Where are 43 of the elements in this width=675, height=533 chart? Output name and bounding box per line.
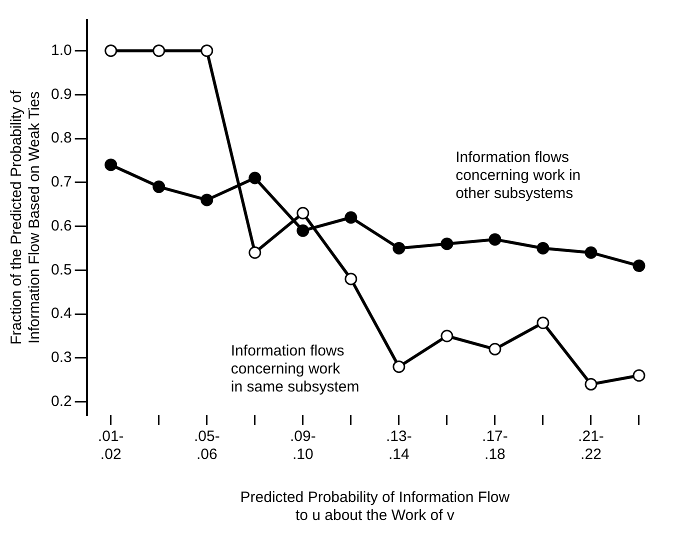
point — [632, 260, 646, 272]
x-tick-label: .09- .10 — [290, 428, 316, 464]
y-tick-label: 0.7 — [50, 174, 72, 191]
x-tick-label: .05- .06 — [194, 428, 220, 464]
point — [344, 272, 358, 286]
point — [344, 211, 358, 224]
x-tick-label: .21- .22 — [578, 428, 604, 464]
point — [536, 242, 550, 254]
point — [152, 44, 166, 57]
point — [584, 378, 598, 391]
point — [104, 158, 118, 172]
point — [584, 246, 598, 259]
x-tick-label: .01- .02 — [98, 428, 124, 464]
point — [392, 360, 406, 373]
point — [440, 330, 454, 342]
y-tick-label: 1.0 — [50, 42, 72, 59]
y-tick-label: 0.2 — [50, 392, 72, 410]
x-tick-label: .13- .14 — [386, 428, 412, 464]
text: Information flows concerning work in other subsystems — [456, 148, 581, 202]
x-axis-title: Predicted Probability of Information Flow to u about the Work of v — [240, 489, 510, 524]
point — [104, 44, 118, 57]
point — [296, 224, 310, 237]
point — [296, 206, 310, 220]
y-tick-label: 0.3 — [50, 349, 72, 366]
x-tick-label: .17- .18 — [482, 428, 508, 464]
point — [488, 342, 502, 356]
point — [200, 194, 214, 206]
series-label: Information flows concerning work in same subsystem — [230, 342, 360, 396]
y-tick-label: 0.6 — [50, 217, 72, 234]
y-axis-title: Fraction of the Predicted Probability of Information Flow Based on Weak Ties — [8, 90, 44, 345]
point — [632, 369, 646, 382]
y-tick-label: 0.4 — [50, 305, 72, 322]
point — [248, 172, 262, 184]
point — [392, 242, 406, 254]
point — [248, 246, 262, 259]
point — [488, 233, 502, 246]
point — [200, 44, 214, 57]
point — [440, 238, 454, 250]
y-tick-label: 0.9 — [50, 86, 72, 103]
y-tick-label: 0.5 — [50, 261, 72, 278]
point — [536, 316, 550, 330]
y-tick-label: 0.8 — [50, 130, 72, 147]
point — [152, 180, 166, 194]
